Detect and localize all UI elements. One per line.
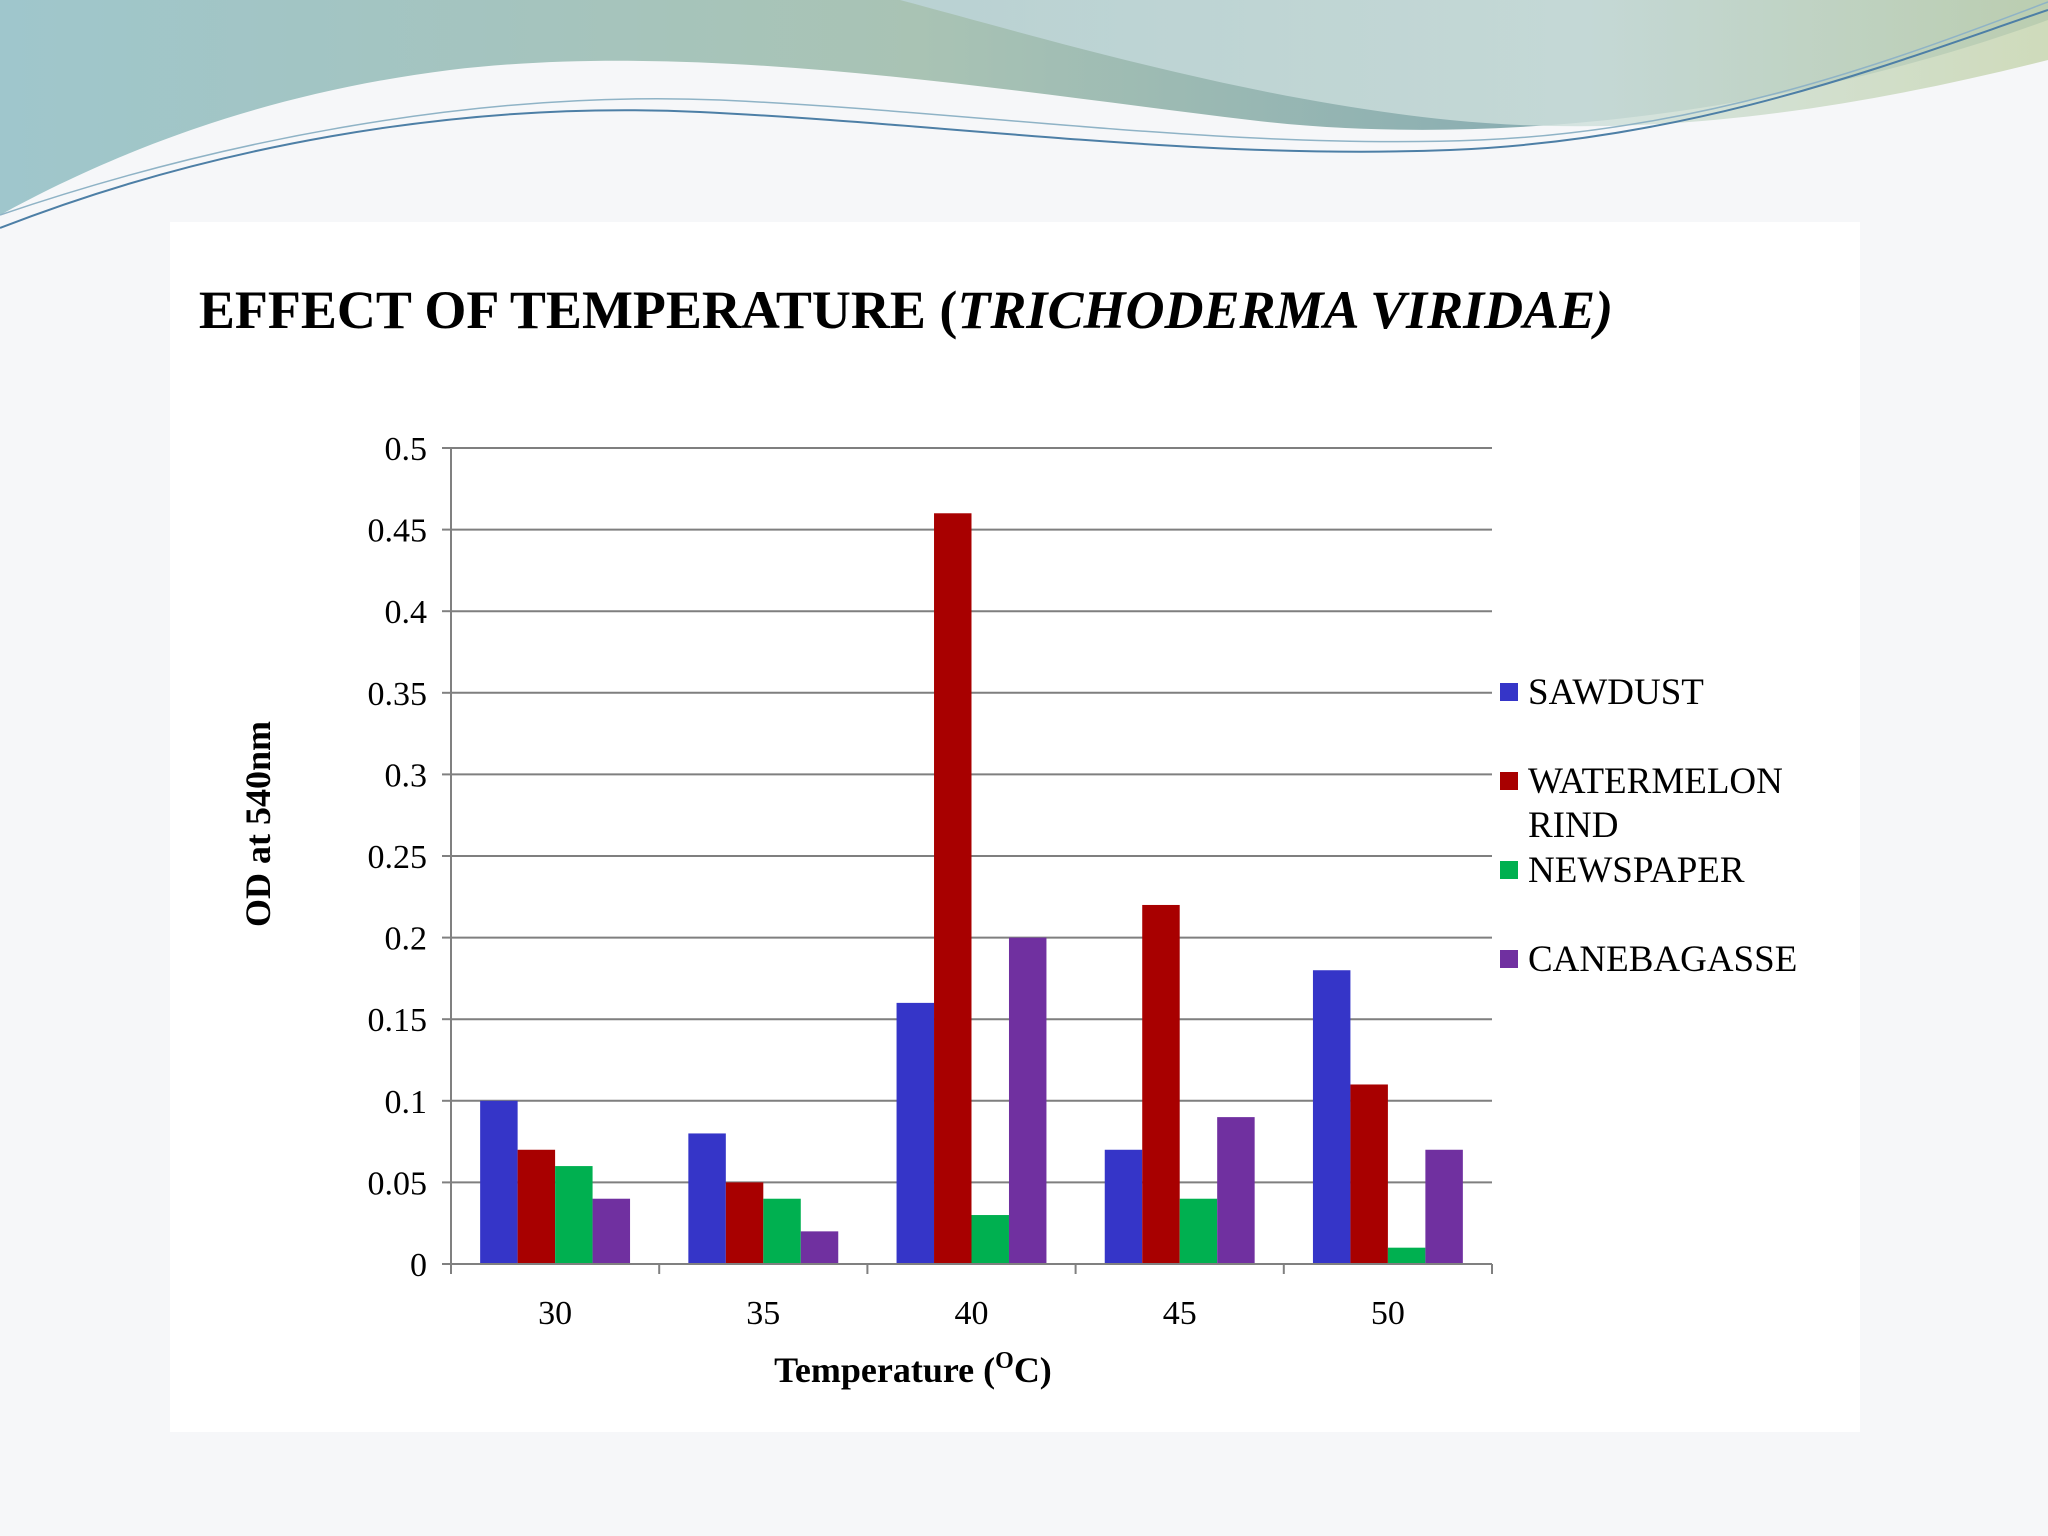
bar-newspaper-45 [1179, 1198, 1218, 1264]
bar-sawdust-30 [480, 1100, 518, 1264]
legend-label: RIND [1528, 805, 1618, 846]
chart-title-italic: TRICHODERMA VIRIDAE) [957, 280, 1613, 340]
bar-watermelon-rind-35 [725, 1182, 764, 1264]
x-axis-label-end: C) [1014, 1350, 1052, 1390]
legend-label: SAWDUST [1528, 672, 1704, 713]
bar-sawdust-45 [1104, 1149, 1143, 1264]
legend-label: CANEBAGASSE [1528, 939, 1797, 980]
bar-newspaper-50 [1387, 1247, 1426, 1264]
bars [480, 513, 1463, 1264]
chart-panel: EFFECT OF TEMPERATURE (TRICHODERMA VIRID… [170, 222, 1860, 1432]
bar-watermelon-rind-30 [517, 1149, 556, 1264]
y-tick-label: 0.05 [368, 1165, 428, 1202]
bar-sawdust-50 [1312, 970, 1351, 1264]
bar-canebagasse-35 [800, 1231, 839, 1264]
bar-canebagasse-50 [1425, 1149, 1463, 1264]
y-tick-label: 0.15 [368, 1002, 428, 1039]
bar-watermelon-rind-45 [1142, 904, 1180, 1264]
bar-newspaper-35 [763, 1198, 801, 1264]
legend-swatch [1500, 861, 1518, 879]
y-tick-label: 0.3 [385, 757, 428, 794]
x-axis-label-superscript: O [995, 1348, 1014, 1374]
legend-label: WATERMELON [1528, 761, 1783, 802]
bar-newspaper-40 [971, 1215, 1009, 1264]
x-tick-label: 50 [1371, 1295, 1405, 1332]
bar-canebagasse-40 [1008, 937, 1047, 1264]
bar-watermelon-rind-50 [1350, 1084, 1388, 1264]
bar-canebagasse-45 [1217, 1117, 1255, 1264]
y-axis-label: OD at 540nm [238, 721, 278, 927]
y-tick-label: 0.2 [385, 921, 428, 958]
x-tick-label: 40 [955, 1295, 989, 1332]
x-axis-label: Temperature (OC) [774, 1348, 1052, 1390]
chart-title-main: EFFECT OF TEMPERATURE ( [199, 280, 958, 340]
y-tick-label: 0.5 [385, 431, 428, 468]
x-axis-label-main: Temperature ( [774, 1350, 995, 1390]
bar-watermelon-rind-40 [934, 513, 972, 1264]
x-axis-ticks: 30 35 40 45 50 [450, 1264, 1493, 1332]
x-tick-label: 35 [746, 1295, 780, 1332]
legend-label: NEWSPAPER [1528, 850, 1745, 891]
bar-newspaper-30 [555, 1166, 593, 1264]
chart-title: EFFECT OF TEMPERATURE (TRICHODERMA VIRID… [199, 280, 1613, 340]
x-tick-label: 45 [1163, 1295, 1197, 1332]
bar-canebagasse-30 [592, 1198, 631, 1264]
y-tick-label: 0.4 [385, 594, 428, 631]
slide-header-decoration [0, 0, 2048, 229]
bar-sawdust-35 [688, 1133, 726, 1264]
legend-swatch [1500, 683, 1518, 701]
bar-sawdust-40 [896, 1002, 935, 1264]
y-tick-label: 0.45 [368, 513, 428, 550]
y-axis-ticks: 0 0.05 0.1 0.15 0.2 0.25 0.3 0.35 0.4 0.45 0.5 [368, 431, 451, 1284]
y-tick-label: 0.25 [368, 839, 428, 876]
y-tick-label: 0 [410, 1247, 427, 1284]
y-tick-label: 0.1 [385, 1084, 428, 1121]
legend-swatch [1500, 950, 1518, 968]
legend-swatch [1500, 772, 1518, 790]
y-tick-label: 0.35 [368, 676, 428, 713]
bar-chart: EFFECT OF TEMPERATURE (TRICHODERMA VIRID… [199, 280, 1797, 1390]
x-tick-label: 30 [538, 1295, 572, 1332]
